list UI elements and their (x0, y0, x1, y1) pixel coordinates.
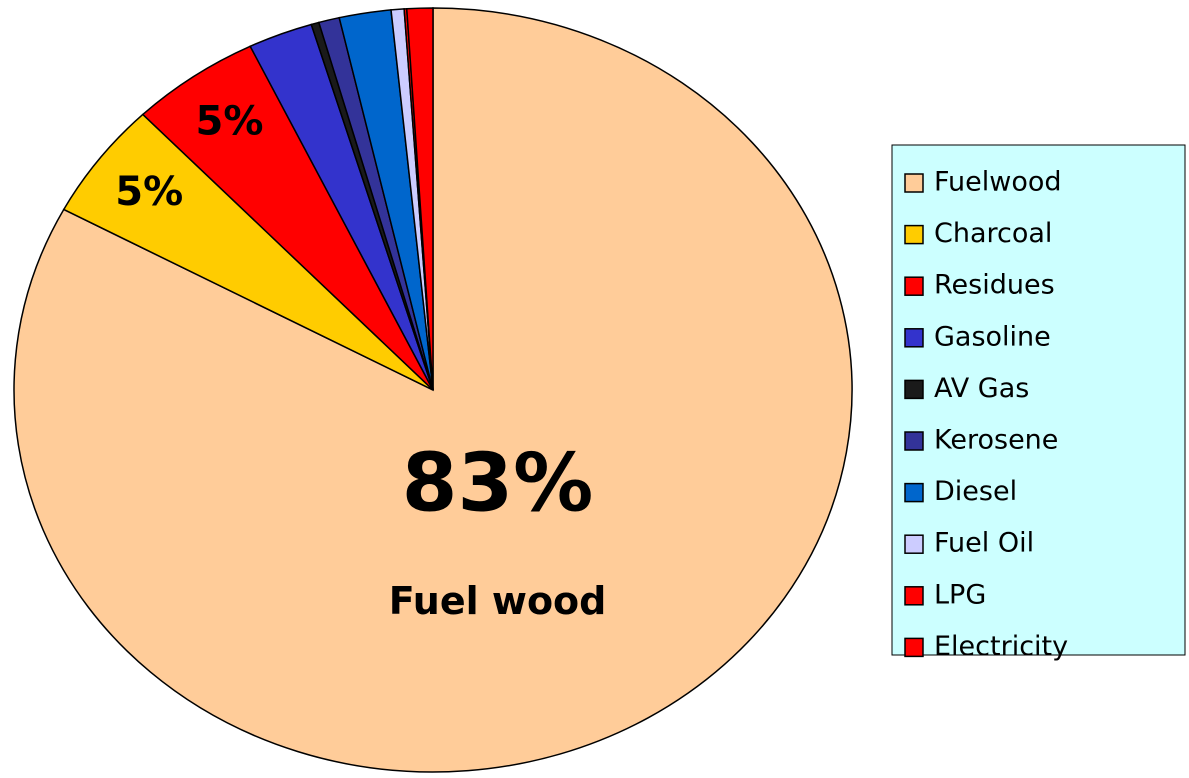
legend-swatch (904, 276, 924, 296)
legend-swatch (904, 173, 924, 193)
legend-swatch (904, 328, 924, 348)
legend-label: Charcoal (934, 218, 1052, 249)
legend-label: LPG (934, 579, 986, 610)
legend-label: AV Gas (934, 373, 1029, 404)
value-label: 83% (402, 436, 593, 529)
pie-slice (405, 7, 434, 391)
legend-swatch (904, 586, 924, 606)
legend-label: Diesel (934, 476, 1017, 507)
value-label: 5% (196, 99, 264, 145)
legend-label: Kerosene (934, 425, 1058, 456)
legend-swatch (904, 379, 924, 400)
legend-swatch (904, 534, 924, 554)
legend-label: Fuelwood (934, 167, 1062, 198)
legend-label: Residues (934, 270, 1055, 301)
legend-swatch (904, 637, 924, 658)
legend-swatch (904, 224, 924, 245)
legend-label: Electricity (934, 631, 1068, 662)
value-label: 5% (115, 169, 183, 215)
legend-label: Fuel Oil (934, 528, 1034, 559)
annotation: Fuel wood (389, 579, 607, 623)
legend-label: Gasoline (934, 321, 1051, 352)
legend-swatch (904, 482, 924, 503)
legend-box (891, 144, 1186, 656)
pie-slice (13, 7, 853, 773)
legend-swatch (904, 431, 924, 451)
